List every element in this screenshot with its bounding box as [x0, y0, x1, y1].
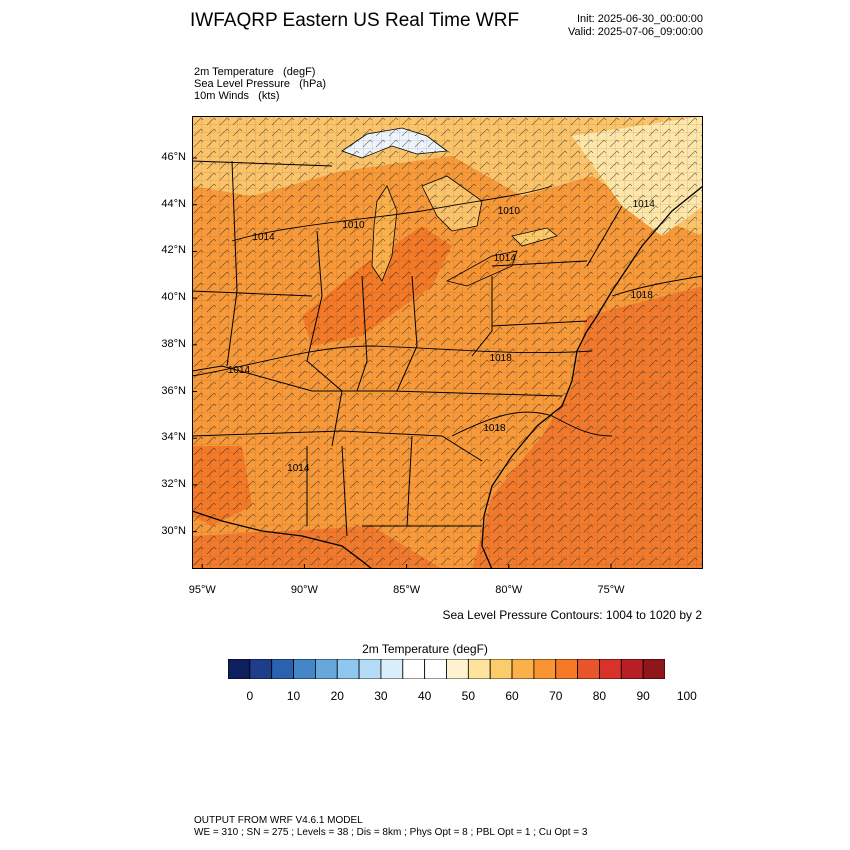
colorbar	[228, 659, 665, 679]
colorbar-swatch	[271, 659, 294, 679]
lon-ticks	[201, 564, 612, 569]
model-config: WE = 310 ; SN = 275 ; Levels = 38 ; Dis …	[194, 827, 588, 838]
colorbar-swatch	[424, 659, 447, 679]
run-times: Init: 2025-06-30_00:00:00 Valid: 2025-07…	[568, 13, 703, 39]
colorbar-swatch	[402, 659, 426, 679]
colorbar-swatch	[642, 659, 665, 679]
colorbar-swatch	[228, 659, 251, 679]
colorbar-swatch	[577, 659, 600, 679]
pressure-label: 1014	[228, 365, 251, 376]
colorbar-tick-label: 0	[246, 689, 254, 703]
wind-barbs	[192, 116, 703, 569]
lat-label: 42°N	[161, 244, 186, 257]
colorbar-title: 2m Temperature (degF)	[362, 642, 488, 656]
field-list: 2m Temperature (degF) Sea Level Pressure…	[194, 66, 326, 102]
field-pressure: Sea Level Pressure (hPa)	[194, 78, 327, 90]
lat-label: 38°N	[161, 337, 186, 350]
model-info: OUTPUT FROM WRF V4.6.1 MODEL WE = 310 ; …	[194, 815, 587, 839]
lat-label: 40°N	[161, 291, 186, 304]
colorbar-swatch	[358, 659, 382, 679]
lon-label: 85°W	[393, 584, 421, 596]
pressure-label: 1018	[490, 353, 513, 364]
pressure-label: 1010	[342, 220, 365, 231]
lon-label: 80°W	[495, 584, 523, 596]
isobars	[192, 185, 703, 437]
colorbar-swatch	[315, 659, 338, 679]
pressure-label: 1018	[483, 423, 506, 434]
lat-ticks	[192, 157, 197, 533]
field-temperature: 2m Temperature (degF)	[194, 66, 316, 78]
colorbar-tick-label: 30	[374, 689, 388, 703]
model-version: OUTPUT FROM WRF V4.6.1 MODEL	[194, 815, 363, 826]
colorbar-swatch	[380, 659, 404, 679]
contour-note: Sea Level Pressure Contours: 1004 to 102…	[442, 608, 703, 622]
lat-label: 36°N	[161, 384, 186, 397]
pressure-label: 1010	[498, 206, 521, 217]
lat-label: 46°N	[161, 151, 186, 164]
plot-title: IWFAQRP Eastern US Real Time WRF	[190, 10, 520, 31]
state-borders	[192, 160, 623, 537]
colorbar-tick-label: 90	[636, 689, 650, 703]
coastline	[192, 185, 703, 569]
lon-label: 95°W	[188, 584, 216, 596]
colorbar-tick-label: 80	[592, 689, 607, 703]
colorbar-swatch	[293, 659, 316, 679]
pressure-label: 1014	[252, 232, 275, 243]
pressure-label: 1014	[633, 199, 656, 210]
colorbar-tick-label: 10	[286, 689, 301, 703]
lon-label: 75°W	[597, 584, 625, 596]
colorbar-tick-label: 60	[505, 689, 519, 703]
lat-label: 34°N	[161, 431, 186, 444]
colorbar-tick-label: 20	[330, 689, 344, 703]
colorbar-swatch	[599, 659, 622, 679]
init-time: Init: 2025-06-30_00:00:00	[577, 13, 703, 25]
lat-label: 44°N	[161, 197, 186, 210]
colorbar-tick-label: 100	[676, 689, 697, 703]
valid-time: Valid: 2025-07-06_09:00:00	[568, 26, 703, 38]
colorbar-swatch	[446, 659, 469, 679]
pressure-label: 1018	[631, 290, 654, 301]
colorbar-tick-label: 40	[417, 689, 432, 703]
colorbar-tick-label: 70	[549, 689, 563, 703]
weather-map: 1010 1014 1010 1014 1014 1018 1018 1014 1018 1014	[192, 116, 703, 569]
colorbar-swatch	[555, 659, 579, 679]
lat-label: 30°N	[161, 524, 186, 537]
lat-label: 32°N	[161, 477, 186, 490]
colorbar-swatch	[336, 659, 360, 679]
field-winds: 10m Winds (kts)	[194, 90, 280, 102]
colorbar-swatch	[249, 659, 273, 679]
colorbar-swatch	[489, 659, 513, 679]
colorbar-swatch	[511, 659, 535, 679]
pressure-label: 1014	[494, 253, 517, 264]
colorbar-swatch	[467, 659, 491, 679]
colorbar-swatch	[620, 659, 644, 679]
pressure-labels: 1010 1014 1010 1014 1014 1018 1018 1014 1018 1014	[228, 199, 655, 474]
lon-label: 90°W	[290, 584, 318, 596]
colorbar-swatch	[533, 659, 557, 679]
colorbar-tick-label: 50	[461, 689, 476, 703]
pressure-label: 1014	[287, 463, 310, 474]
